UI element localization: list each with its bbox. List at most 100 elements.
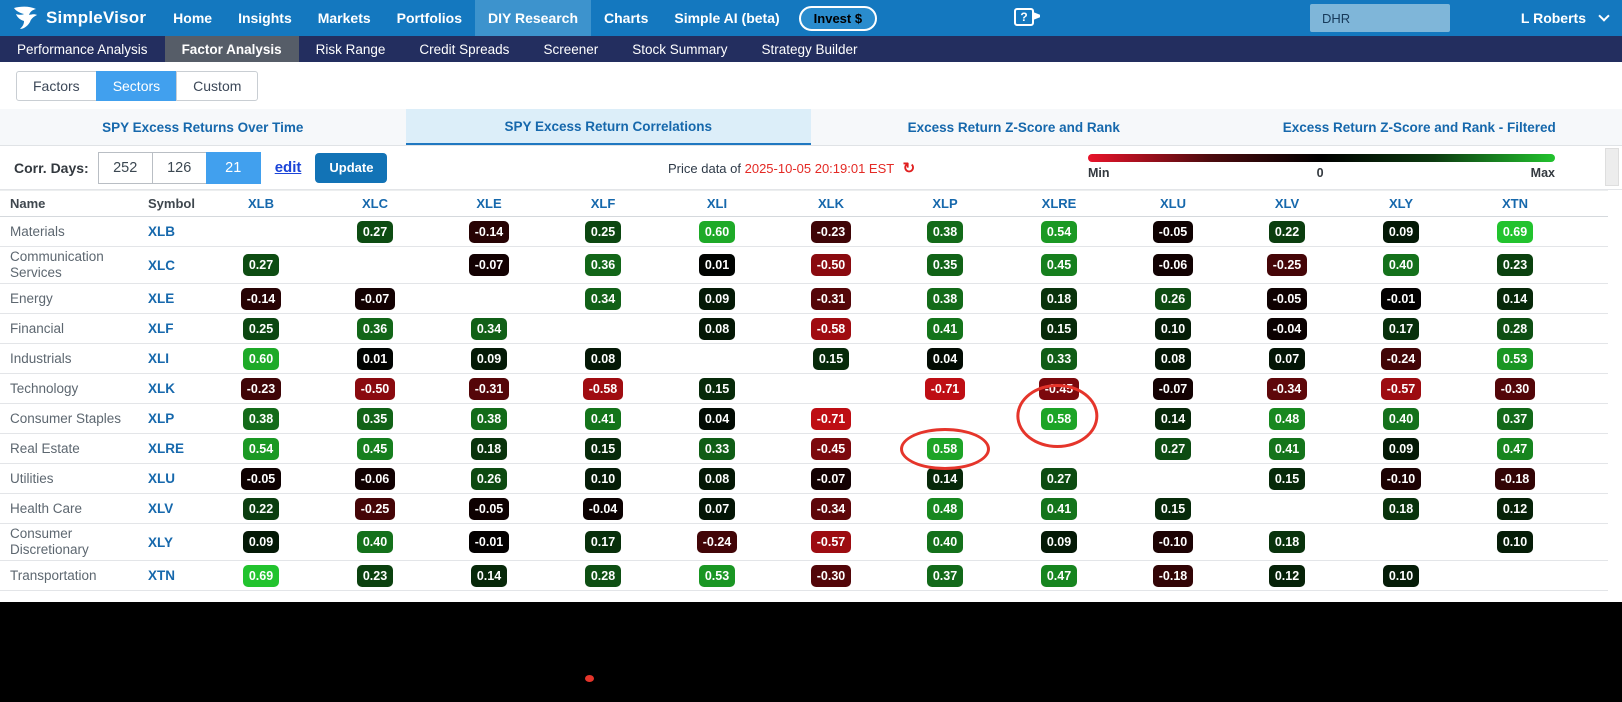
section-tab-spy-excess-return-correlations[interactable]: SPY Excess Return Correlations: [405, 109, 811, 145]
column-header-xlc[interactable]: XLC: [318, 190, 432, 217]
corr-badge: 0.27: [356, 220, 394, 243]
column-header-xlf[interactable]: XLF: [546, 190, 660, 217]
corr-badge: 0.58: [926, 437, 964, 460]
row-symbol-link[interactable]: XLP: [148, 403, 204, 434]
corr-days-group: 252 126 21: [97, 151, 261, 184]
user-menu[interactable]: L Roberts: [1521, 0, 1610, 36]
section-tab-excess-return-z-score-and-rank-filtered[interactable]: Excess Return Z-Score and Rank - Filtere…: [1282, 119, 1556, 135]
corr-cell-xlv-xlf: -0.04: [546, 493, 660, 524]
corr-cell-xlc-xlre: 0.45: [1002, 246, 1116, 284]
section-tab-excess-return-z-score-and-rank[interactable]: Excess Return Z-Score and Rank: [907, 119, 1120, 135]
price-data-prefix: Price data of: [668, 161, 745, 176]
subnav-item-stock-summary[interactable]: Stock Summary: [632, 41, 728, 57]
column-header-xli[interactable]: XLI: [660, 190, 774, 217]
column-header-xlb[interactable]: XLB: [204, 190, 318, 217]
row-symbol-link[interactable]: XLE: [148, 283, 204, 314]
column-header-xtn[interactable]: XTN: [1458, 190, 1572, 217]
subnav-item-screener[interactable]: Screener: [543, 41, 599, 57]
column-header-xly[interactable]: XLY: [1344, 190, 1458, 217]
edit-link[interactable]: edit: [274, 159, 302, 176]
corr-badge: 0.17: [1382, 317, 1420, 340]
invest-button[interactable]: Invest $: [798, 5, 878, 31]
corr-badge: 0.33: [1040, 347, 1078, 370]
corr-cell-xlf-xlf: [546, 313, 660, 344]
legend-gradient-bar: [1088, 154, 1555, 162]
corr-cell-xlb-xli: 0.60: [660, 216, 774, 247]
row-symbol-link[interactable]: XLB: [148, 216, 204, 247]
column-header-xlp[interactable]: XLP: [888, 190, 1002, 217]
topnav-item-diy-research[interactable]: DIY Research: [475, 0, 592, 36]
scrollbar[interactable]: [1605, 148, 1619, 186]
correlation-table: Name Symbol XLB XLC XLE XLF XLI XLK XLP XLRE XLU XL…: [0, 190, 1608, 591]
row-symbol-link[interactable]: XLI: [148, 343, 204, 374]
corr-badge: -0.05: [240, 467, 282, 490]
corr-days-option-21[interactable]: 21: [205, 151, 261, 184]
topnav-item-simple-ai-beta-[interactable]: Simple AI (beta): [674, 10, 780, 26]
row-symbol-link[interactable]: XLC: [148, 246, 204, 284]
row-symbol-link[interactable]: XLY: [148, 523, 204, 561]
corr-badge: -0.07: [810, 467, 852, 490]
column-header-xle[interactable]: XLE: [432, 190, 546, 217]
column-header-xlk[interactable]: XLK: [774, 190, 888, 217]
topnav-item-portfolios[interactable]: Portfolios: [396, 10, 462, 26]
corr-badge: 0.08: [584, 347, 622, 370]
corr-badge: 0.09: [242, 531, 280, 553]
table-row: Energy XLE -0.14 -0.07 0.34 0.09 -0.31 0.38 0.18…: [0, 283, 1608, 314]
subnav-item-strategy-builder[interactable]: Strategy Builder: [761, 41, 858, 57]
help-video-icon[interactable]: ?: [1014, 8, 1040, 28]
corr-badge: 0.07: [698, 497, 736, 520]
column-header-xlv[interactable]: XLV: [1230, 190, 1344, 217]
corr-badge: 0.41: [1040, 497, 1078, 520]
legend-max-label: Max: [1530, 166, 1555, 180]
subnav-item-risk-range[interactable]: Risk Range: [315, 41, 386, 57]
column-header-xlre[interactable]: XLRE: [1002, 190, 1116, 217]
corr-cell-xlk-xlf: -0.58: [546, 373, 660, 404]
tab-factors[interactable]: Factors: [16, 71, 97, 101]
corr-badge: -0.25: [1266, 254, 1308, 276]
topnav-item-markets[interactable]: Markets: [317, 10, 371, 26]
corr-badge: -0.25: [354, 497, 396, 520]
refresh-icon[interactable]: ↻: [902, 160, 916, 177]
row-symbol-link[interactable]: XLRE: [148, 433, 204, 464]
topnav-item-insights[interactable]: Insights: [238, 10, 292, 26]
corr-cell-xtn-xlre: 0.47: [1002, 560, 1116, 591]
section-tab-spy-excess-returns-over-time[interactable]: SPY Excess Returns Over Time: [102, 119, 304, 135]
corr-cell-xlp-xlre: 0.58: [1002, 384, 1116, 448]
corr-cell-xle-xlc: -0.07: [318, 283, 432, 314]
update-button[interactable]: Update: [315, 152, 388, 183]
tab-sectors[interactable]: Sectors: [95, 71, 178, 101]
row-symbol-link[interactable]: XTN: [148, 560, 204, 591]
brand[interactable]: SimpleVisor: [0, 6, 160, 30]
corr-days-option-126[interactable]: 126: [151, 151, 207, 184]
corr-badge: 0.35: [356, 407, 394, 430]
subnav-item-credit-spreads[interactable]: Credit Spreads: [419, 41, 510, 57]
topnav-item-home[interactable]: Home: [173, 10, 213, 26]
corr-cell-xle-xlf: 0.34: [546, 283, 660, 314]
corr-cell-xli-xlb: 0.60: [204, 343, 318, 374]
row-symbol-link[interactable]: XLU: [148, 463, 204, 494]
corr-days-option-252[interactable]: 252: [97, 151, 153, 184]
corr-badge: 0.27: [242, 254, 280, 276]
corr-cell-xlf-xli: 0.08: [660, 313, 774, 344]
row-symbol-link[interactable]: XLV: [148, 493, 204, 524]
corr-badge: -0.58: [810, 317, 852, 340]
row-symbol-link[interactable]: XLK: [148, 373, 204, 404]
topnav-item-charts[interactable]: Charts: [604, 10, 649, 26]
corr-cell-xlre-xlk: -0.45: [774, 433, 888, 464]
corr-badge: 0.41: [1268, 437, 1306, 460]
corr-cell-xlf-xle: 0.34: [432, 313, 546, 344]
corr-cell-xle-xlp: 0.38: [888, 283, 1002, 314]
corr-cell-xlp-xli: 0.04: [660, 403, 774, 434]
search-input[interactable]: [1310, 4, 1450, 32]
corr-cell-xle-xlk: -0.31: [774, 283, 888, 314]
corr-badge: -0.01: [468, 531, 510, 553]
row-symbol-link[interactable]: XLF: [148, 313, 204, 344]
subnav-item-factor-analysis[interactable]: Factor Analysis: [164, 36, 299, 62]
tab-custom[interactable]: Custom: [176, 71, 259, 101]
corr-cell-xly-xlk: -0.57: [774, 523, 888, 561]
corr-badge: -0.30: [810, 564, 852, 587]
subnav-item-performance-analysis[interactable]: Performance Analysis: [17, 41, 148, 57]
corr-badge: 0.36: [584, 254, 622, 276]
corr-badge: 0.33: [698, 437, 736, 460]
column-header-xlu[interactable]: XLU: [1116, 190, 1230, 217]
